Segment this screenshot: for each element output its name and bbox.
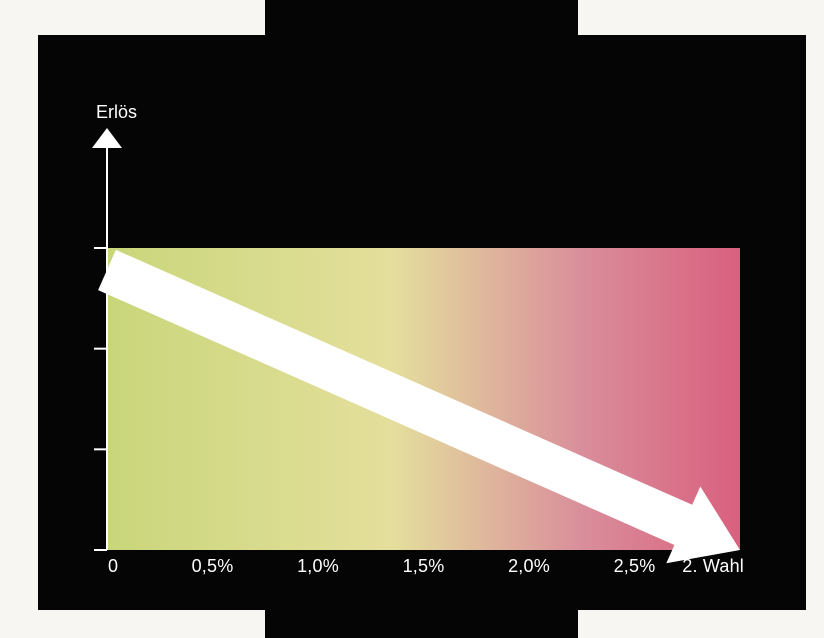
y-axis-title: Erlös xyxy=(96,102,138,122)
x-tick-label-6: 2. Wahl xyxy=(682,556,744,576)
x-tick-label-4: 2,0% xyxy=(508,556,550,576)
series-layer xyxy=(98,249,741,564)
x-tick-label-0: 0 xyxy=(108,556,119,576)
y-axis-arrowhead xyxy=(92,128,122,148)
x-tick-label-5: 2,5% xyxy=(613,556,656,576)
x-tick-label-2: 1,0% xyxy=(297,556,339,576)
y-ticks xyxy=(94,247,107,551)
x-tick-label-3: 1,5% xyxy=(402,556,445,576)
series-arrow xyxy=(98,249,741,564)
x-tick-label-1: 0,5% xyxy=(191,556,234,576)
